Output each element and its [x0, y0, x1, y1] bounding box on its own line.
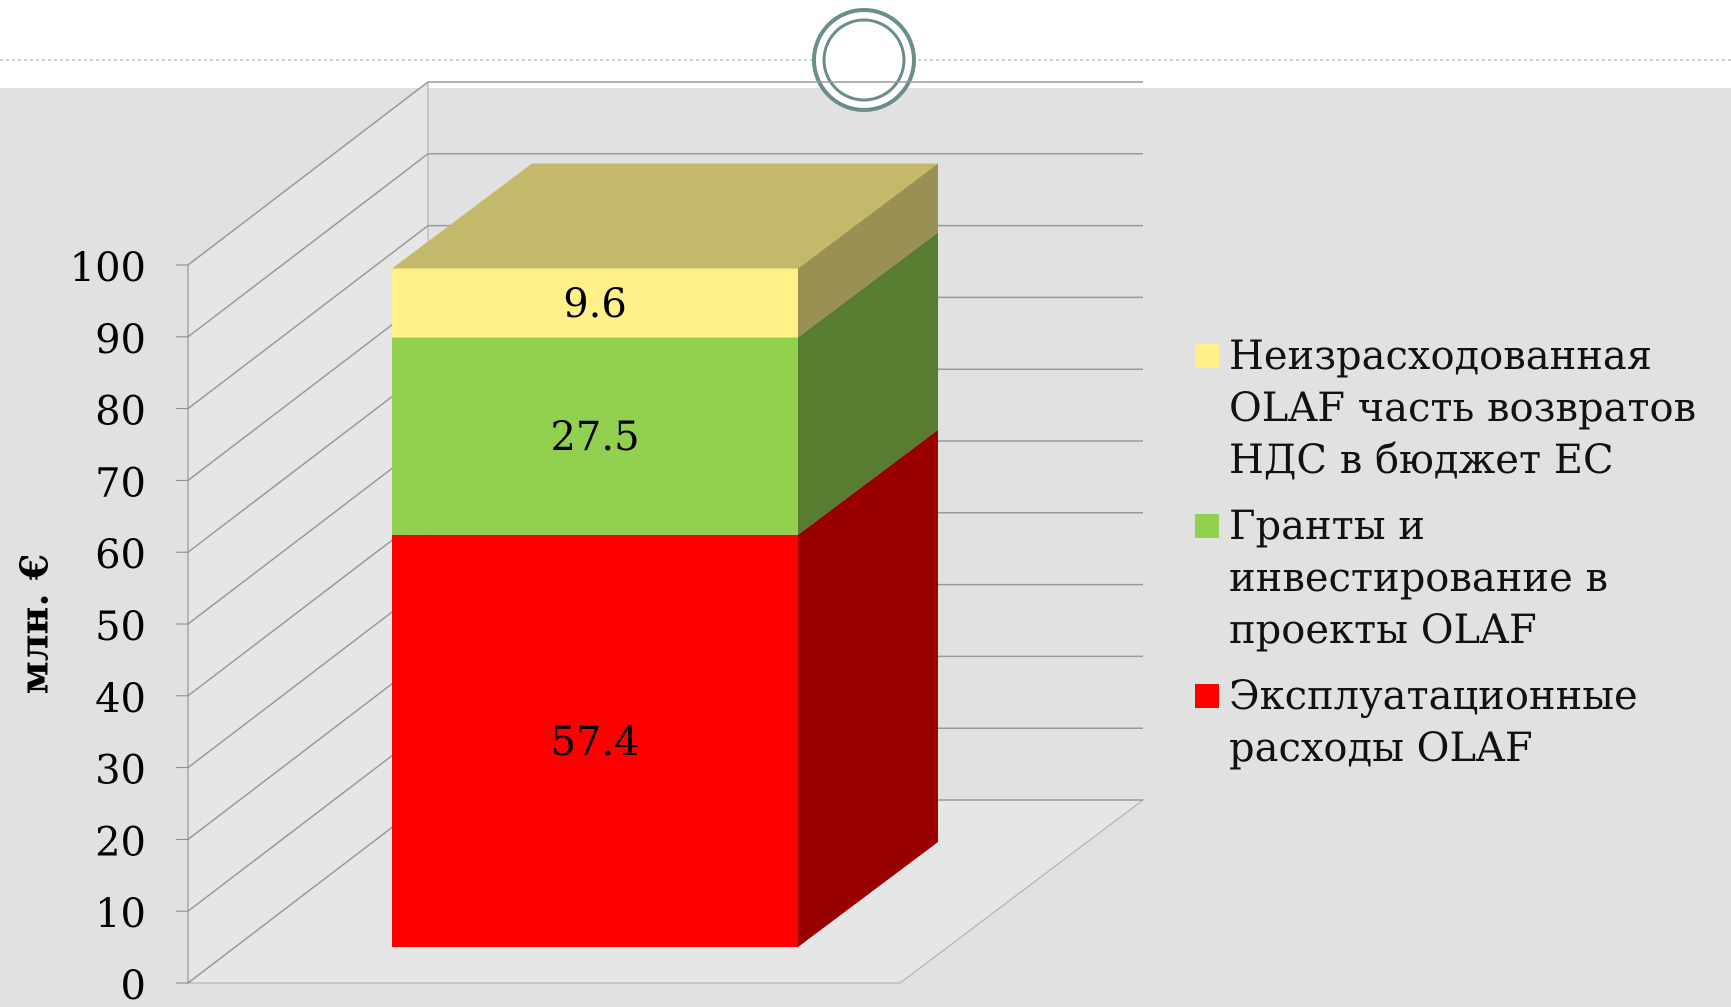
grid-line	[187, 153, 1143, 338]
y-tick-label: 60	[95, 532, 146, 578]
y-tick-label: 30	[95, 748, 146, 794]
y-tick-label: 50	[95, 604, 146, 650]
legend-item: Эксплуатационные расходы OLAF	[1195, 670, 1725, 774]
legend-item: Неизрасходованная OLAF часть возвратов Н…	[1195, 330, 1725, 486]
y-tick-label: 80	[95, 389, 146, 435]
y-tick-label: 70	[95, 460, 146, 506]
y-tick-label: 40	[95, 676, 146, 722]
legend-swatch	[1195, 514, 1219, 538]
bar-side	[798, 232, 938, 535]
bar-side	[798, 429, 938, 947]
legend-label: Неизрасходованная OLAF часть возвратов Н…	[1229, 333, 1697, 483]
data-label: 57.4	[550, 719, 639, 765]
bar-side	[798, 163, 938, 338]
legend-swatch	[1195, 344, 1219, 368]
y-tick-label: 0	[121, 963, 146, 1007]
grid-line	[187, 81, 1143, 266]
y-tick-label: 100	[70, 245, 146, 291]
data-label: 27.5	[550, 414, 639, 460]
y-tick-label: 20	[95, 819, 146, 865]
bar-segment	[392, 268, 798, 338]
legend: Неизрасходованная OLAF часть возвратов Н…	[1195, 330, 1725, 788]
legend-swatch	[1195, 684, 1219, 708]
y-tick-label: 90	[95, 317, 146, 363]
data-label: 9.6	[563, 281, 627, 327]
bar-segment	[392, 337, 798, 535]
legend-label: Гранты и инвестирование в проекты OLAF	[1229, 503, 1608, 653]
bar-top	[392, 163, 938, 269]
legend-label: Эксплуатационные расходы OLAF	[1229, 673, 1638, 771]
y-tick-label: 10	[95, 891, 146, 937]
legend-item: Гранты и инвестирование в проекты OLAF	[1195, 500, 1725, 656]
y-axis-label: млн. €	[12, 554, 57, 695]
header-ring	[822, 18, 906, 102]
bar-segment	[392, 534, 798, 947]
